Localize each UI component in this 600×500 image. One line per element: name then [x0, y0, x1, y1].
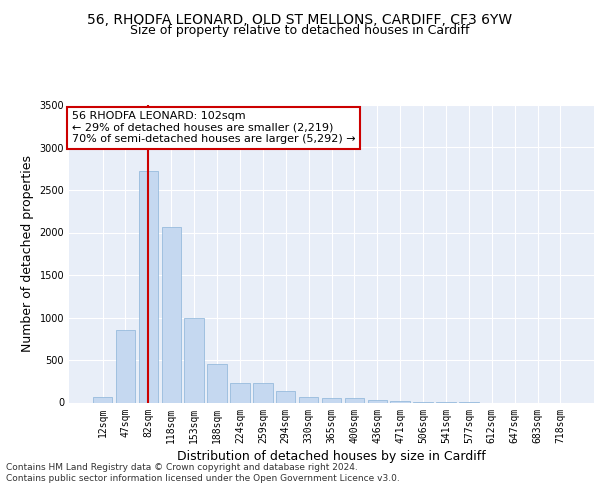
Bar: [344, 398, 364, 402]
Bar: [184, 318, 204, 402]
X-axis label: Distribution of detached houses by size in Cardiff: Distribution of detached houses by size …: [177, 450, 486, 462]
Y-axis label: Number of detached properties: Number of detached properties: [21, 155, 34, 352]
Bar: [161, 228, 181, 402]
Bar: [116, 330, 135, 402]
Text: 56, RHODFA LEONARD, OLD ST MELLONS, CARDIFF, CF3 6YW: 56, RHODFA LEONARD, OLD ST MELLONS, CARD…: [88, 12, 512, 26]
Bar: [93, 398, 112, 402]
Bar: [139, 172, 158, 402]
Bar: [299, 398, 319, 402]
Bar: [391, 401, 410, 402]
Text: 56 RHODFA LEONARD: 102sqm
← 29% of detached houses are smaller (2,219)
70% of se: 56 RHODFA LEONARD: 102sqm ← 29% of detac…: [71, 111, 355, 144]
Text: Contains HM Land Registry data © Crown copyright and database right 2024.: Contains HM Land Registry data © Crown c…: [6, 462, 358, 471]
Bar: [368, 400, 387, 402]
Bar: [322, 398, 341, 402]
Bar: [276, 392, 295, 402]
Bar: [253, 384, 272, 402]
Text: Size of property relative to detached houses in Cardiff: Size of property relative to detached ho…: [130, 24, 470, 37]
Text: Contains public sector information licensed under the Open Government Licence v3: Contains public sector information licen…: [6, 474, 400, 483]
Bar: [230, 384, 250, 402]
Bar: [208, 364, 227, 403]
